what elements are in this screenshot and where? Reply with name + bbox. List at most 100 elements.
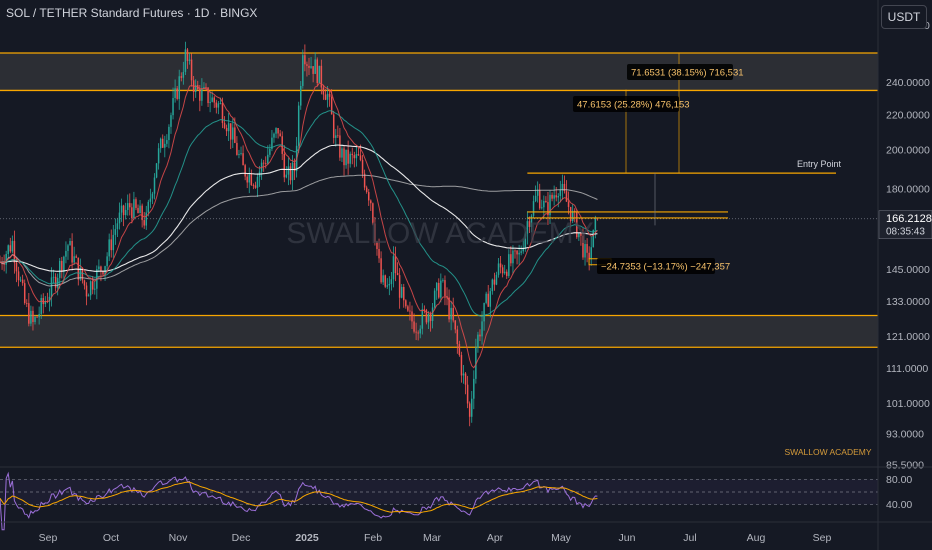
candle-body [359, 155, 362, 160]
candle-body [339, 135, 341, 158]
candle-body [380, 258, 382, 283]
candle-body [571, 210, 574, 222]
candle-body [180, 76, 183, 78]
candle-body [351, 153, 354, 156]
candle-body [50, 277, 53, 297]
candle-body [367, 192, 370, 201]
candle-body [161, 138, 164, 148]
candle-body [63, 256, 65, 272]
candle-body [353, 155, 356, 159]
candle-body [188, 59, 191, 61]
candle-body [176, 88, 178, 99]
candle-body [182, 71, 185, 78]
candle-body [287, 166, 290, 175]
candle-body [279, 133, 281, 137]
candle-body [5, 253, 7, 265]
candle-body [131, 207, 133, 219]
candle-body [588, 252, 590, 260]
candle-body [102, 271, 104, 275]
candle-body [7, 245, 9, 254]
candle-body [168, 126, 170, 141]
candle-body [13, 240, 16, 263]
x-axis-tick-label: Jun [619, 532, 636, 544]
candle-body [553, 195, 555, 199]
candle-body [149, 198, 152, 202]
x-axis-tick-label: 2025 [295, 532, 319, 544]
candle-body [417, 332, 419, 334]
rsi-tick-label: 80.00 [886, 474, 912, 486]
candle-body [349, 153, 351, 164]
candle-body [26, 303, 28, 304]
y-axis-tick-label: 85.5000 [886, 460, 924, 472]
candle-body [557, 196, 560, 198]
candle-body [314, 59, 316, 74]
candle-body [569, 206, 572, 222]
candle-body [543, 200, 545, 208]
candle-body [157, 148, 160, 164]
candle-body [462, 373, 465, 376]
target-2-label: 47.6153 (25.28%) 476,153 [577, 100, 690, 111]
candle-body [450, 307, 452, 320]
candle-body [384, 275, 386, 287]
candle-body [526, 221, 529, 234]
candle-body [396, 273, 399, 276]
candle-body [262, 162, 265, 164]
candle-body [159, 138, 162, 149]
candle-body [473, 378, 475, 399]
candle-body [555, 195, 557, 198]
candle-body [592, 229, 595, 248]
candle-body [124, 209, 127, 216]
candle-body [365, 187, 368, 193]
candle-body [477, 334, 479, 348]
candle-body [506, 271, 508, 276]
candle-body [203, 87, 205, 89]
candle-body [11, 240, 14, 252]
candle-body [444, 280, 446, 297]
candle-body [390, 279, 393, 284]
moving-average-slow-1 [0, 174, 598, 287]
candle-body [433, 290, 436, 308]
candle-body [411, 311, 413, 322]
candle-body [501, 267, 504, 274]
candle-body [234, 127, 236, 143]
candle-body [487, 293, 489, 307]
candle-body [133, 199, 135, 219]
candle-body [503, 271, 506, 274]
candle-body [126, 203, 129, 210]
candle-body [528, 221, 531, 227]
candle-body [271, 137, 273, 149]
candle-body [17, 271, 20, 281]
candle-body [576, 211, 578, 238]
candle-body [442, 280, 444, 281]
candle-body [440, 280, 442, 298]
candle-body [201, 88, 203, 101]
center-watermark: SWALLOW ACADEMY [286, 217, 593, 250]
candle-body [114, 229, 117, 235]
candle-body [438, 282, 440, 298]
candle-body [584, 244, 586, 258]
candle-body [425, 310, 428, 323]
candle-body [283, 153, 286, 178]
candle-body [578, 232, 580, 238]
candle-body [85, 285, 88, 297]
currency-button[interactable]: USDT [881, 5, 927, 29]
candle-body [285, 174, 288, 178]
candle-body [246, 176, 248, 183]
candle-body [590, 247, 592, 260]
candle-body [229, 123, 232, 140]
candle-body [221, 103, 224, 123]
candle-body [248, 173, 251, 183]
candle-body [545, 200, 547, 203]
candle-body [479, 334, 481, 337]
candle-body [538, 190, 541, 209]
candle-body [155, 163, 158, 178]
x-axis-tick-label: Sep [813, 532, 832, 544]
candle-body [91, 281, 94, 290]
candle-body [215, 102, 218, 108]
candle-body [427, 314, 430, 323]
candle-body [343, 148, 345, 166]
candle-body [244, 165, 246, 177]
candle-body [73, 256, 75, 263]
candle-body [207, 87, 209, 104]
